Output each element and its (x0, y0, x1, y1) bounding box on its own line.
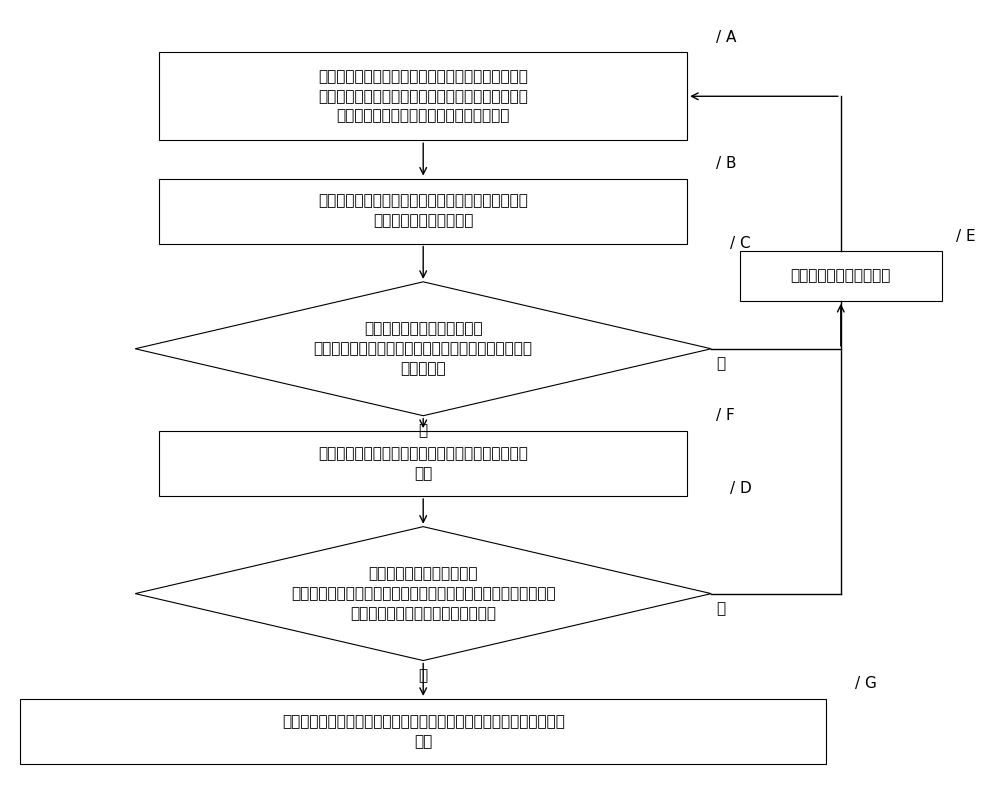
FancyBboxPatch shape (159, 179, 687, 244)
Text: 计算第一试验故障点区域中各交流线路在短路故障下
对应的负荷母线电压数据: 计算第一试验故障点区域中各交流线路在短路故障下 对应的负荷母线电压数据 (318, 194, 528, 229)
Polygon shape (135, 282, 711, 416)
Text: 根据试验目的和要求，在交流电网中确定目标厂站，
统计与目标厂站直接相连的交流线路，并将所述交流
线路组成的区域记为第一试验故障点区域。: 根据试验目的和要求，在交流电网中确定目标厂站， 统计与目标厂站直接相连的交流线路… (318, 69, 528, 124)
FancyBboxPatch shape (159, 53, 687, 140)
Text: / F: / F (716, 408, 735, 423)
Text: / G: / G (855, 676, 877, 691)
Text: / D: / D (730, 481, 752, 496)
Text: / C: / C (730, 236, 751, 251)
FancyBboxPatch shape (159, 431, 687, 496)
Text: 否: 否 (716, 356, 725, 371)
Text: 调整近区电网的运行方式: 调整近区电网的运行方式 (791, 269, 891, 284)
Text: 是: 是 (419, 423, 428, 438)
Text: 将符合试验要求的交流线路区域记为第二试验故障点
区域: 将符合试验要求的交流线路区域记为第二试验故障点 区域 (318, 446, 528, 481)
Text: 根据负荷母线电压数据，判断
第一试验故障点区域中是否存在符合预设试验要求的交
流线路区域: 根据负荷母线电压数据，判断 第一试验故障点区域中是否存在符合预设试验要求的交 流… (314, 321, 533, 376)
Text: / B: / B (716, 156, 737, 171)
Text: 将第二试验区域中符合试验要求的交流线路区域确定为实际试验故障点
区域: 将第二试验区域中符合试验要求的交流线路区域确定为实际试验故障点 区域 (282, 714, 565, 748)
Text: / E: / E (956, 229, 976, 244)
Text: 根据第二试验故障点区域中
各交流线路的地形信息和环境信息，判断第二试验故障点区域中是
否存在符合试验要求的交流线路区域: 根据第二试验故障点区域中 各交流线路的地形信息和环境信息，判断第二试验故障点区域… (291, 567, 556, 621)
Text: 是: 是 (419, 668, 428, 683)
FancyBboxPatch shape (20, 699, 826, 764)
Polygon shape (135, 527, 711, 661)
Text: / A: / A (716, 29, 736, 45)
FancyBboxPatch shape (740, 251, 942, 301)
Text: 否: 否 (716, 601, 725, 616)
